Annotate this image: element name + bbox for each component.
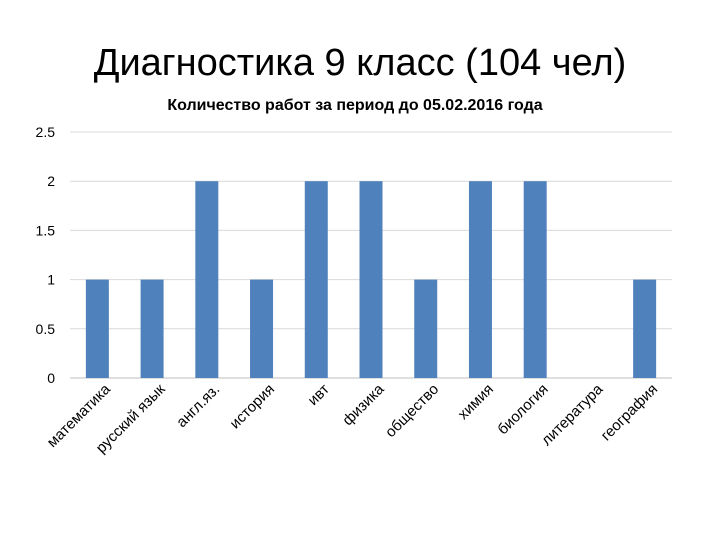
bar: [468, 181, 492, 378]
slide-title: Диагностика 9 класс (104 чел): [93, 42, 627, 84]
y-tick-label: 1.5: [36, 222, 56, 238]
bar: [359, 181, 383, 378]
bar: [140, 279, 164, 378]
x-tick-label: ивт: [305, 381, 333, 409]
bar: [195, 181, 219, 378]
x-tick-label: физика: [339, 380, 388, 429]
x-tick-label: история: [227, 381, 278, 432]
bar: [85, 279, 109, 378]
y-tick-label: 2.5: [36, 124, 56, 140]
x-tick-label: англ.яз.: [173, 381, 223, 431]
x-tick-label: география: [598, 381, 662, 445]
y-tick-label: 0: [47, 370, 55, 386]
x-tick-label: химия: [455, 381, 497, 423]
y-axis-ticks: 0 0.5 1 1.5 2 2.5: [36, 124, 56, 386]
bar: [250, 279, 274, 378]
y-tick-label: 1: [47, 272, 55, 288]
bar: [304, 181, 328, 378]
x-tick-label: биология: [494, 381, 551, 438]
y-tick-label: 0.5: [36, 321, 56, 337]
x-tick-label: обществo: [382, 381, 442, 441]
chart-title: Количество работ за период до 05.02.2016…: [167, 97, 542, 114]
y-tick-label: 2: [47, 173, 55, 189]
bar: [633, 279, 657, 378]
bar: [523, 181, 547, 378]
bar: [414, 279, 438, 378]
bars: [85, 181, 657, 378]
